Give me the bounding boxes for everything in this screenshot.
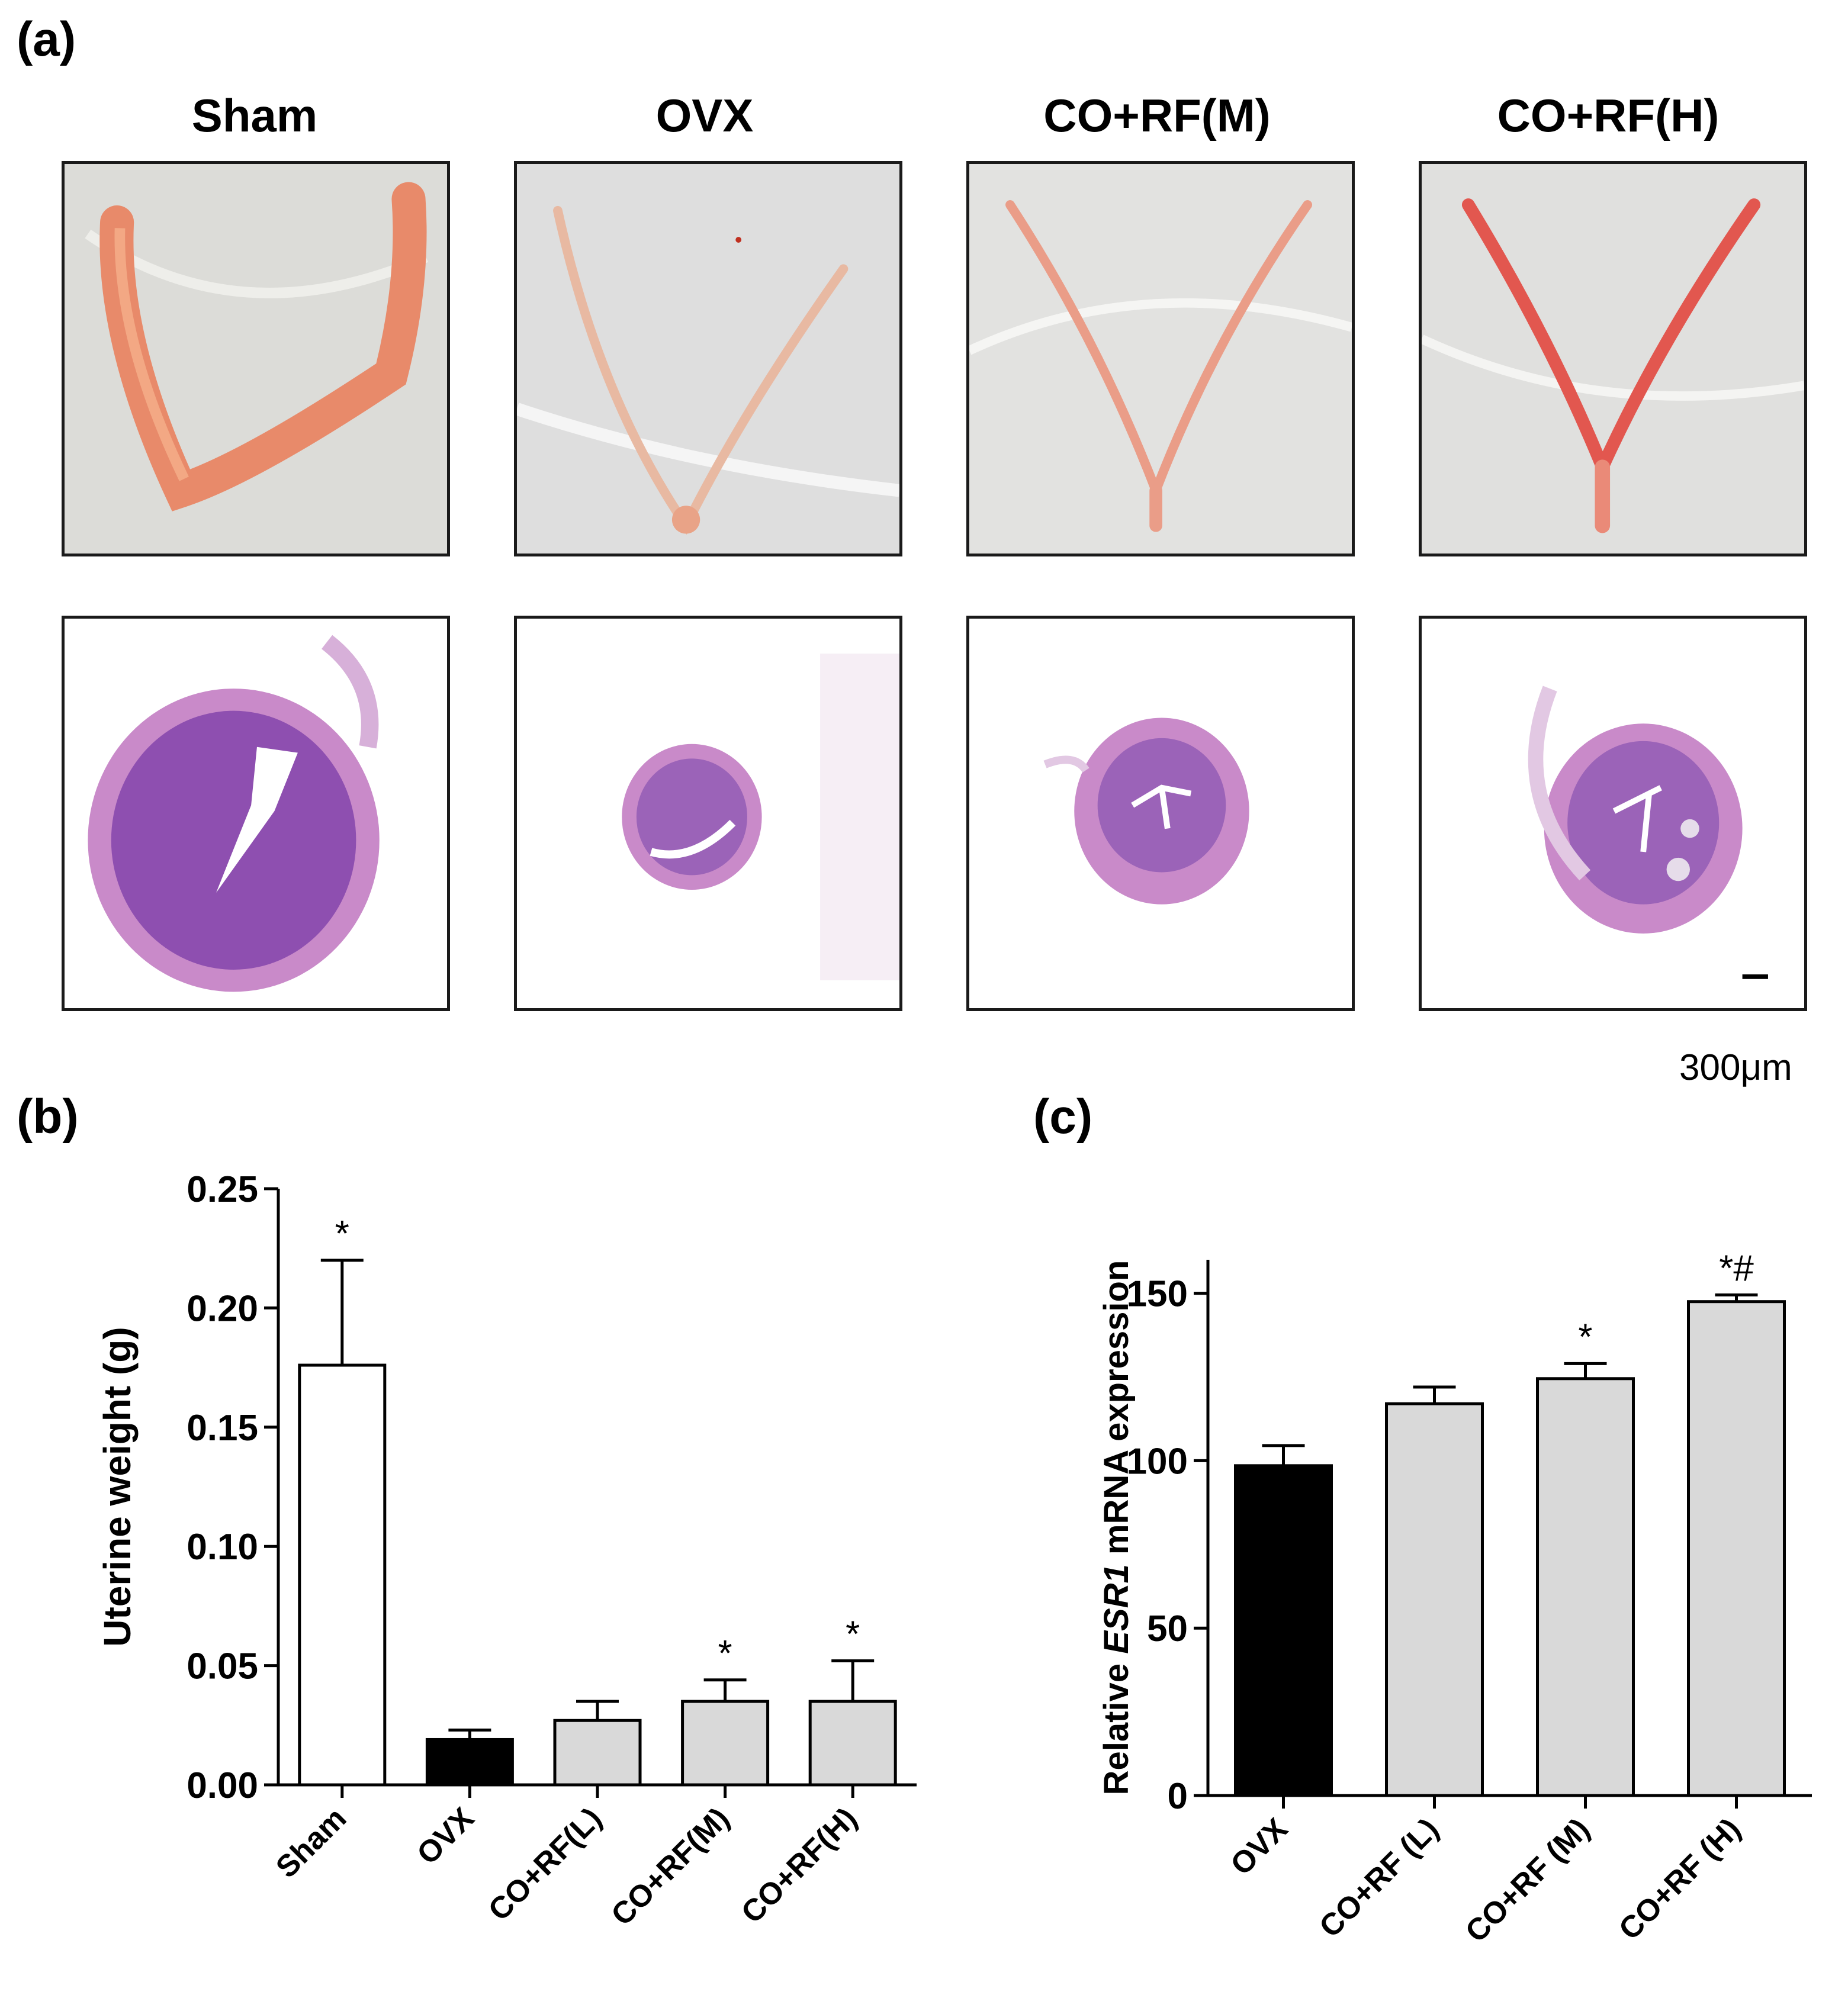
bar-b-0	[298, 1363, 387, 1787]
y-axis-label-part-c-0: Relative	[1097, 1654, 1136, 1796]
y-tick-label-c-1: 50	[1147, 1608, 1188, 1649]
significance-mark-c-3: *#	[1719, 1248, 1754, 1289]
bar-c-0	[1234, 1464, 1333, 1797]
y-tick-label-b-1: 0.05	[187, 1646, 258, 1687]
panel-c-label: (c)	[1033, 1090, 1093, 1144]
significance-mark-c-2: *	[1578, 1317, 1592, 1357]
significance-mark-b-4: *	[846, 1614, 860, 1655]
y-tick-label-b-4: 0.20	[187, 1288, 258, 1329]
panel-a-label: (a)	[17, 12, 76, 66]
y-tick-label-b-2: 0.10	[187, 1527, 258, 1568]
category-label-c-3: CO+RF (H)	[1612, 1811, 1747, 1946]
histology-sham	[62, 616, 450, 1011]
gross-photo-co-rf-h-image	[1422, 164, 1804, 554]
y-axis-label-c: Relative ESR1 mRNA expression	[1097, 1260, 1136, 1796]
y-tick-label-c-2: 100	[1127, 1441, 1188, 1482]
bar-c-1	[1385, 1402, 1484, 1797]
gross-photo-sham	[62, 161, 450, 556]
y-axis-label-b: Uterine weight (g)	[96, 1327, 139, 1646]
y-tick-label-c-0: 0	[1168, 1776, 1188, 1817]
histology-co-rf-m	[966, 616, 1355, 1011]
group-title-co-rf-h: CO+RF(H)	[1497, 89, 1720, 141]
category-label-c-1: CO+RF (L)	[1313, 1811, 1445, 1944]
group-title-ovx: OVX	[655, 89, 754, 141]
gross-photo-co-rf-m	[966, 161, 1355, 556]
gross-photo-co-rf-h	[1419, 161, 1807, 556]
histology-co-rf-m-image	[969, 619, 1352, 1008]
significance-mark-b-0: *	[335, 1214, 349, 1254]
gross-photo-co-rf-m-image	[969, 164, 1352, 554]
bar-b-3	[681, 1700, 770, 1787]
category-label-c-2: CO+RF (M)	[1459, 1811, 1596, 1949]
scale-bar	[1742, 974, 1768, 979]
gross-photo-ovx-image	[517, 164, 899, 554]
gross-photo-sham-image	[65, 164, 447, 554]
group-title-sham: Sham	[191, 89, 318, 141]
y-axis-label-part-c-1: ESR1	[1097, 1564, 1136, 1654]
panel-b-label: (b)	[17, 1090, 79, 1144]
histology-ovx	[514, 616, 902, 1011]
histology-co-rf-h	[1419, 616, 1807, 1011]
bar-c-2	[1536, 1377, 1635, 1797]
gross-photo-ovx	[514, 161, 902, 556]
category-label-c-0: OVX	[1224, 1811, 1294, 1882]
scale-bar-label: 300μm	[1679, 1047, 1792, 1088]
histology-sham-image	[65, 619, 447, 1008]
y-tick-label-b-0: 0.00	[187, 1765, 258, 1806]
y-tick-label-c-3: 150	[1127, 1274, 1188, 1315]
significance-mark-b-3: *	[718, 1633, 732, 1674]
group-title-co-rf-m: CO+RF(M)	[1043, 89, 1271, 141]
y-tick-label-b-5: 0.25	[187, 1169, 258, 1210]
bar-c-3	[1687, 1300, 1786, 1797]
y-axis-label-part-c-2: mRNA expression	[1097, 1260, 1136, 1565]
y-tick-label-b-3: 0.15	[187, 1408, 258, 1449]
histology-ovx-image	[517, 619, 899, 1008]
histology-co-rf-h-image	[1422, 619, 1804, 1008]
